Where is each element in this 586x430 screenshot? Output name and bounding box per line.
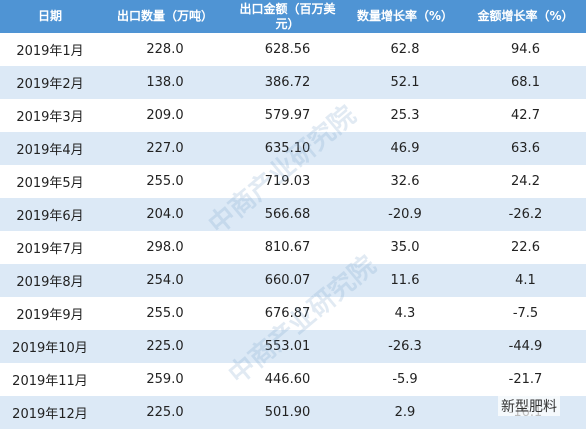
- table-cell: 2019年6月: [0, 198, 100, 231]
- table-cell: 254.0: [100, 264, 230, 297]
- header-row: 日期 出口数量（万吨） 出口金额（百万美元） 数量增长率（%） 金额增长率（%）: [0, 0, 586, 33]
- table-cell: 204.0: [100, 198, 230, 231]
- table-cell: 209.0: [146, 108, 184, 123]
- table-row: 2019年7月 298.0 810.67 35.0 22.6: [0, 231, 586, 264]
- table-cell: 35.0: [390, 240, 420, 255]
- table-row: 2019年3月 209.0 579.97 25.3 42.7: [0, 99, 586, 132]
- table-cell: 660.07: [230, 264, 345, 297]
- table-cell: 386.72: [230, 66, 345, 99]
- table-cell: 25.3: [390, 108, 420, 123]
- column-header: 金额增长率（%）: [465, 0, 586, 33]
- table-row: 2019年1月 228.0 628.56 62.8 94.6: [0, 33, 586, 66]
- table-cell: 225.0: [100, 396, 230, 429]
- table-row: 2019年4月 227.0 635.10 46.9 63.6: [0, 132, 586, 165]
- table-row: 2019年5月 255.0 719.03 32.6 24.2: [0, 165, 586, 198]
- table-cell: 227.0: [100, 132, 230, 165]
- table-cell: -5.9: [392, 372, 418, 387]
- column-header: 日期: [0, 0, 100, 33]
- table-cell: 42.7: [511, 108, 540, 123]
- table-cell: 2019年9月: [16, 308, 84, 323]
- table-row: 2019年10月 225.0 553.01 -26.3 -44.9: [0, 330, 586, 363]
- table-cell: 446.60: [264, 372, 311, 387]
- table-cell: -26.3: [345, 330, 465, 363]
- table-row: 2019年11月 259.0 446.60 -5.9 -21.7: [0, 363, 586, 396]
- column-header: 出口数量（万吨）: [100, 0, 230, 33]
- table-cell: 2019年7月: [16, 242, 84, 257]
- table-cell: -44.9: [465, 330, 586, 363]
- table-cell: 2019年11月: [12, 374, 88, 389]
- table-cell: 4.1: [465, 264, 586, 297]
- table-body: 2019年1月 228.0 628.56 62.8 94.6 2019年2月 138.0 38…: [0, 33, 586, 429]
- table-row: 2019年6月 204.0 566.68 -20.9 -26.2: [0, 198, 586, 231]
- table-cell: 579.97: [264, 108, 311, 123]
- table-cell: 2019年1月: [16, 44, 84, 59]
- table-cell: 228.0: [146, 42, 184, 57]
- table-cell: -21.7: [508, 372, 543, 387]
- table-cell: 2019年8月: [0, 264, 100, 297]
- table-cell: 46.9: [345, 132, 465, 165]
- table-cell: 566.68: [230, 198, 345, 231]
- table-cell: 255.0: [146, 174, 184, 189]
- table-cell: 2019年10月: [0, 330, 100, 363]
- table-cell: 676.87: [264, 306, 311, 321]
- table-cell: 635.10: [230, 132, 345, 165]
- table-cell: 4.3: [394, 306, 416, 321]
- table-cell: 298.0: [146, 240, 184, 255]
- table-cell: 94.6: [511, 42, 540, 57]
- table-cell: 138.0: [100, 66, 230, 99]
- table-cell: 225.0: [100, 330, 230, 363]
- table-cell: 32.6: [390, 174, 420, 189]
- table-cell: 22.6: [511, 240, 540, 255]
- column-header: 数量增长率（%）: [345, 0, 465, 33]
- table-cell: -26.2: [465, 198, 586, 231]
- table-cell: -7.5: [512, 306, 539, 321]
- table-cell: 628.56: [264, 42, 311, 57]
- table-cell: 52.1: [345, 66, 465, 99]
- table-cell: -20.9: [345, 198, 465, 231]
- table-cell: 62.8: [390, 42, 420, 57]
- table-cell: 810.67: [264, 240, 311, 255]
- table-row: 2019年8月 254.0 660.07 11.6 4.1: [0, 264, 586, 297]
- table-cell: 2019年2月: [0, 66, 100, 99]
- table-cell: 2019年5月: [16, 176, 84, 191]
- table-cell: 2019年4月: [0, 132, 100, 165]
- table-cell: 24.2: [511, 174, 540, 189]
- table-cell: 2.9: [345, 396, 465, 429]
- table-cell: 553.01: [230, 330, 345, 363]
- table-cell: 259.0: [146, 372, 184, 387]
- table-cell: 255.0: [146, 306, 184, 321]
- table-cell: 11.6: [345, 264, 465, 297]
- table-row: 2019年2月 138.0 386.72 52.1 68.1: [0, 66, 586, 99]
- column-header: 出口金额（百万美元）: [230, 0, 345, 33]
- logo: 新型肥料: [498, 396, 560, 416]
- table-cell: 2019年3月: [16, 110, 84, 125]
- table-cell: 501.90: [230, 396, 345, 429]
- table-cell: 63.6: [465, 132, 586, 165]
- table-cell: 719.03: [264, 174, 311, 189]
- table-row: 2019年9月 255.0 676.87 4.3 -7.5: [0, 297, 586, 330]
- table-cell: 68.1: [465, 66, 586, 99]
- table-cell: 2019年12月: [0, 396, 100, 429]
